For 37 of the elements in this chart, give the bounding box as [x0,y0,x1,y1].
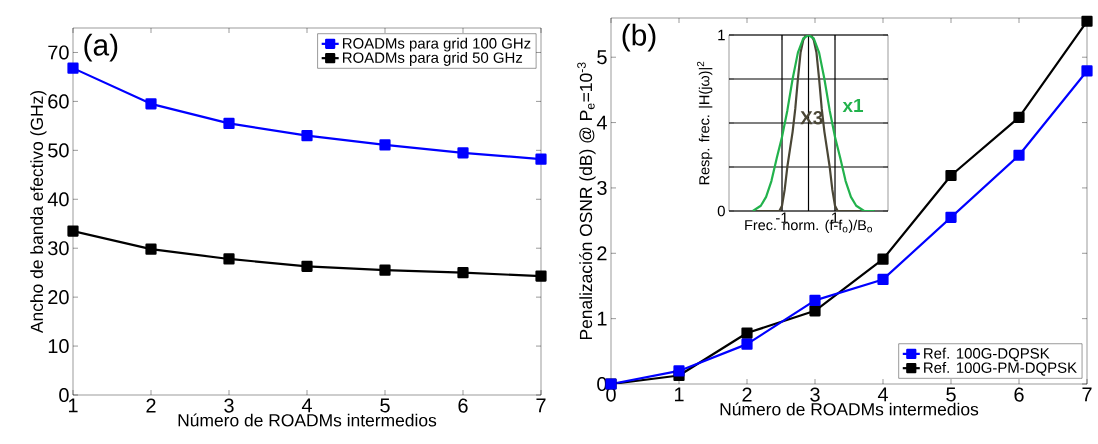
x-tick-label: 3 [810,387,820,402]
y-axis-title: Resp. frec. |H(jω)|$^{2}$ [697,61,713,185]
y-tick-label: 70 [48,45,69,60]
y-tick-label: 40 [47,192,69,207]
x-tick-label: 7 [536,398,546,413]
x-tick-label: 6 [458,398,468,413]
y-tick-label: 1 [597,311,607,326]
y-tick-label: 50 [48,143,69,158]
x-tick-label: 5 [380,398,390,413]
x-tick-label: 3 [224,398,234,413]
y-tick-label: 60 [48,94,69,109]
y-tick-label: 3 [597,180,607,195]
y-tick-label: 20 [48,290,69,305]
y-tick-label: 2 [597,246,607,261]
x-axis-title: Número de ROADMs intermedios [178,413,437,427]
x-tick-label: 1 [674,387,684,402]
annotation: (a) [84,33,118,62]
x-tick-label: 2 [146,398,156,413]
y-axis-title: Penalización OSNR (dB) @ P$_{e}$=10$^{-3}$ [577,62,596,340]
x-axis-title: Número de ROADMs intermedios [720,402,979,416]
x-tick-label: 5 [946,387,956,402]
legend-label: Ref. 100G-DQPSK [924,347,1050,362]
y-tick-label: 30 [48,241,69,256]
x-tick-label: 2 [742,387,752,402]
y-tick-label: 4 [596,115,607,130]
y-tick-label: 5 [597,50,607,65]
legend-label: ROADMs para grid 100 GHz [343,37,531,52]
legend-label: ROADMs para grid 50 GHz [343,52,523,66]
y-tick-label: 10 [48,339,69,354]
y-axis-title: Ancho de banda efectivo (GHz) [30,91,47,334]
x-tick-label: 4 [877,387,888,402]
series-label: x1 [842,98,864,112]
x-tick-label: 7 [1082,387,1092,402]
x-tick-label: 6 [1014,387,1024,402]
annotation: (b) [622,23,656,52]
legend-label: Ref. 100G-PM-DQPSK [924,362,1077,376]
x-tick-label: 4 [301,398,312,413]
